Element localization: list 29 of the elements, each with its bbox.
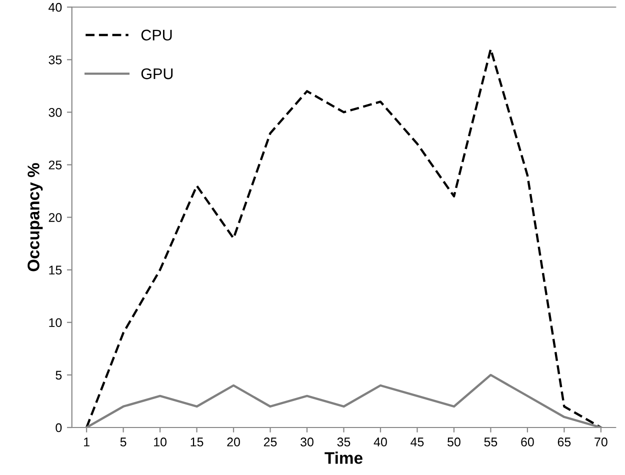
- x-tick-label: 25: [264, 438, 277, 446]
- x-tick-label: 5: [120, 438, 126, 446]
- x-tick-label: 70: [594, 438, 608, 446]
- x-axis-title: Time: [324, 452, 362, 464]
- x-tick-label: 50: [448, 438, 460, 446]
- x-tick-label: 55: [484, 438, 498, 446]
- x-tick-label: 30: [300, 438, 314, 446]
- x-tick-label: 10: [154, 438, 167, 446]
- x-tick-label: 15: [190, 438, 204, 446]
- x-tick-label: 60: [521, 438, 534, 446]
- x-tick-label: 1: [84, 438, 90, 446]
- y-tick-label: 15: [49, 266, 62, 275]
- x-tick-label: 65: [558, 438, 571, 446]
- x-tick-label: 20: [227, 438, 240, 446]
- x-tick-label: 40: [374, 438, 387, 446]
- legend-label: GPU: [141, 68, 173, 80]
- y-tick-label: 10: [49, 318, 62, 328]
- y-tick-label: 25: [48, 160, 62, 170]
- y-axis-title: Occupancy %: [28, 163, 43, 272]
- y-tick-label: 40: [48, 2, 62, 12]
- y-tick-label: 5: [56, 370, 62, 380]
- line-series: [85, 48, 602, 428]
- x-tick-label: 35: [337, 438, 350, 446]
- y-tick-label: 0: [56, 423, 62, 432]
- y-tick-label: 35: [48, 55, 62, 64]
- legend-label: CPU: [141, 30, 172, 41]
- y-tick-label: 20: [48, 213, 62, 222]
- x-tick-label: 45: [410, 438, 424, 446]
- y-tick-label: 30: [48, 108, 62, 117]
